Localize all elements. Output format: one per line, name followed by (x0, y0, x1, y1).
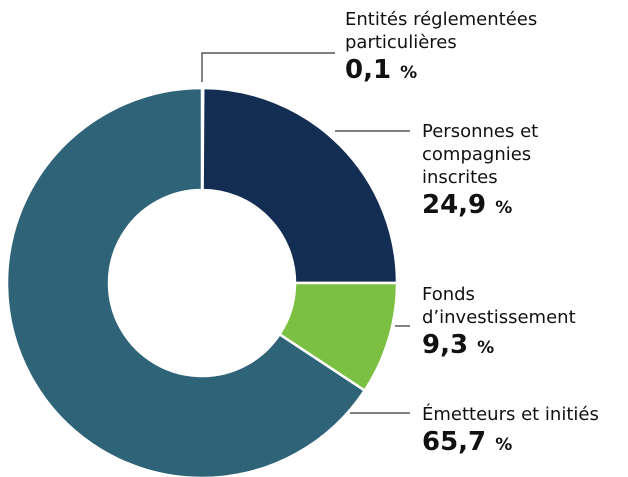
donut-slice (5, 86, 367, 477)
value-label: 0,1 % (345, 55, 418, 85)
slice-label: Émetteurs et initiés 65,7 % (422, 403, 627, 461)
category-label: Personnes et compagnies inscrites (422, 121, 539, 188)
category-label: Fonds d’investissement (422, 284, 576, 328)
category-label: Émetteurs et initiés (422, 404, 599, 425)
donut-slice (201, 86, 399, 285)
category-label: Entités réglementées particulières (345, 9, 538, 53)
slice-label: Entités réglementées particulières 0,1 % (345, 8, 605, 89)
value-label: 24,9 % (422, 190, 513, 220)
value-label: 9,3 % (422, 330, 495, 360)
slice-label: Personnes et compagnies inscrites 24,9 % (422, 120, 572, 224)
slice-label: Fonds d’investissement 9,3 % (422, 283, 612, 364)
leader-line (201, 52, 335, 82)
value-label: 65,7 % (422, 427, 513, 457)
